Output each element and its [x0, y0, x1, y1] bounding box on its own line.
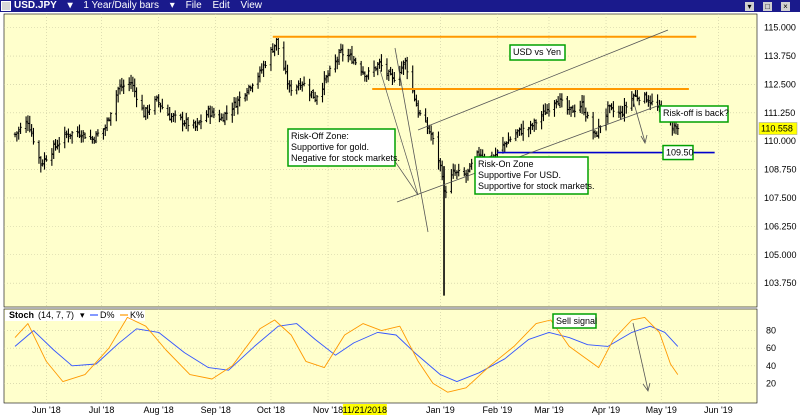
legend-label: D%	[100, 310, 115, 320]
title-bar: USD.JPY ▾ 1 Year/Daily bars ▾ File Edit …	[0, 0, 800, 12]
x-tick-label: Jan '19	[426, 405, 455, 415]
risk-on-zone-text: Supportive for stock markets.	[478, 181, 595, 191]
stoch-menu-icon: ▾	[80, 310, 85, 320]
x-tick-label: Nov '18	[313, 405, 343, 415]
risk-off-zone-box	[287, 128, 396, 167]
last-price-label: 110.558	[761, 124, 793, 134]
x-tick-label: Jul '18	[89, 405, 115, 415]
symbol-label: USD.JPY	[14, 0, 57, 11]
y-tick-label: 107.500	[764, 193, 797, 203]
x-tick-label: Oct '18	[257, 405, 285, 415]
support-level-box	[662, 144, 694, 161]
y-tick-label: 108.750	[764, 165, 797, 175]
usd-vs-yen-box	[509, 44, 566, 61]
last-price-tag	[758, 122, 798, 135]
stoch-panel	[3, 308, 758, 404]
risk-on-zone-text: Risk-On Zone	[478, 159, 534, 169]
menu-view[interactable]: View	[240, 0, 263, 11]
risk-off-back-box	[659, 105, 729, 123]
y-tick-label: 112.500	[764, 79, 796, 89]
stoch-params: (14, 7, 7)	[38, 310, 74, 320]
x-tick-label: Feb '19	[483, 405, 513, 415]
pointer-line	[393, 159, 419, 196]
stoch-series-k	[14, 316, 679, 393]
sell-arrow-head	[642, 382, 651, 392]
y-tick-label: 105.000	[764, 250, 797, 260]
y-tick-label: 110.000	[764, 136, 796, 146]
downtrend-line	[394, 47, 429, 233]
y-tick-label: 103.750	[764, 278, 797, 288]
period-label: 1 Year/Daily bars	[83, 0, 159, 11]
x-tick-label: Aug '18	[144, 405, 174, 415]
symbol-selector[interactable]: USD.JPY ▾	[14, 0, 73, 11]
stoch-series-d	[14, 323, 679, 383]
usd-vs-yen-text: USD vs Yen	[513, 47, 561, 57]
x-tick-label: Apr '19	[592, 405, 620, 415]
stoch-legend-bg	[5, 310, 145, 321]
risk-off-zone-text: Risk-Off Zone:	[291, 131, 349, 141]
y-tick-label: 113.750	[764, 51, 796, 61]
support-level-text: 109.50	[666, 148, 694, 158]
x-tick-label: May '19	[646, 405, 677, 415]
stoch-title: Stoch	[9, 310, 34, 320]
x-tick-label: Mar '19	[534, 405, 564, 415]
close-icon[interactable]: ×	[781, 2, 790, 11]
x-tick-label: Jun '19	[704, 405, 733, 415]
projection-arrow-line	[632, 99, 646, 143]
sell-arrow-line	[632, 322, 649, 391]
y-tick-label: 115.000	[764, 23, 796, 33]
stoch-tick-label: 20	[766, 378, 776, 388]
maximize-icon[interactable]: □	[763, 2, 772, 11]
app-logo-icon	[1, 1, 11, 11]
risk-off-zone-text: Negative for stock markets.	[291, 153, 400, 163]
x-tick-label: Sep '18	[201, 405, 231, 415]
risk-off-zone-text: Supportive for gold.	[291, 142, 369, 152]
minimize-icon[interactable]: ▾	[745, 2, 754, 11]
sell-signal-text: Sell signal	[556, 316, 597, 326]
date-highlight	[342, 404, 387, 415]
legend-label: K%	[130, 310, 144, 320]
pointer-line	[379, 69, 419, 196]
period-selector[interactable]: 1 Year/Daily bars ▾	[83, 0, 175, 11]
risk-on-zone-box	[474, 156, 589, 195]
x-tick-label: Jun '18	[32, 405, 61, 415]
channel-upper-line	[417, 29, 669, 131]
channel-lower-line	[396, 104, 661, 203]
menu-edit[interactable]: Edit	[212, 0, 230, 11]
risk-on-zone-text: Supportive For USD.	[478, 170, 561, 180]
stoch-tick-label: 80	[766, 326, 776, 336]
y-tick-label: 111.250	[764, 108, 795, 118]
y-tick-label: 106.250	[764, 221, 797, 231]
sell-signal-box	[552, 313, 597, 329]
stoch-tick-label: 60	[766, 343, 776, 353]
projection-arrow-head	[640, 134, 648, 145]
window-controls: ▾ □ ×	[744, 1, 798, 11]
risk-off-back-text: Risk-off is back?	[663, 108, 729, 118]
menu-file[interactable]: File	[185, 0, 202, 11]
stoch-tick-label: 40	[766, 361, 776, 371]
ohlc-bars	[13, 38, 680, 199]
x-tick-label-highlight: 11/21/2018	[343, 405, 387, 415]
